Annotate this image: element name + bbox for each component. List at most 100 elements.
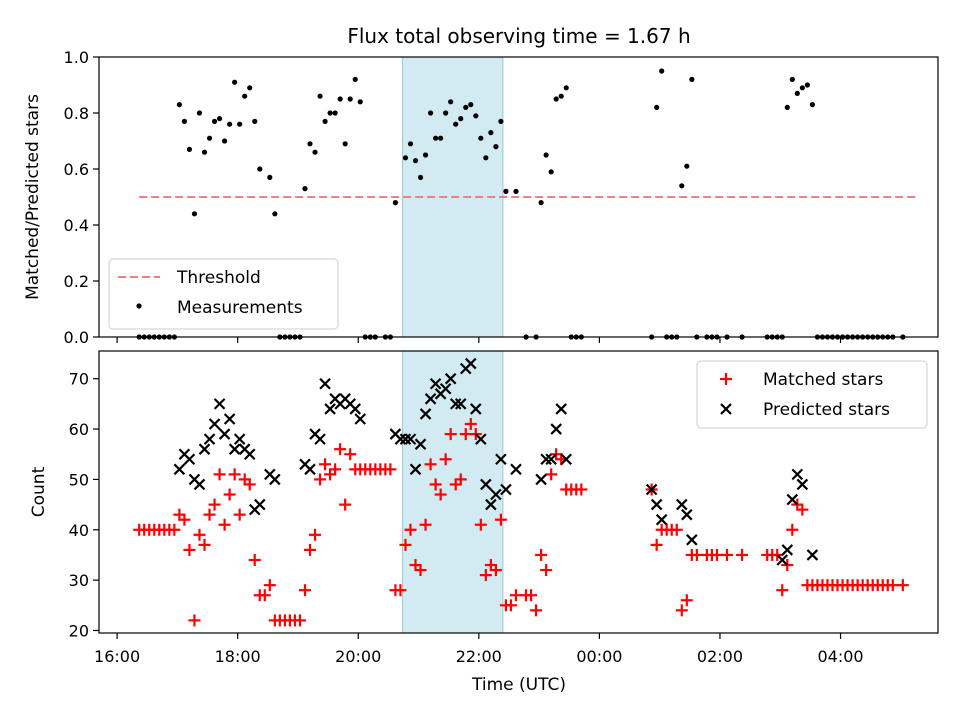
y-tick-label: 0.8 xyxy=(64,104,89,123)
measurement-point xyxy=(558,93,564,99)
matched-star-point xyxy=(690,548,703,561)
matched-star-point xyxy=(213,468,226,481)
legend-matched-swatch xyxy=(720,373,732,385)
predicted-star-point xyxy=(786,493,799,506)
matched-star-point xyxy=(429,478,442,491)
y-tick-label: 0.2 xyxy=(64,272,89,291)
bottom-legend: Matched stars Predicted stars xyxy=(696,360,928,429)
predicted-star-point xyxy=(806,549,819,561)
measurement-point xyxy=(242,93,248,99)
matched-star-point xyxy=(198,538,211,551)
predicted-star-point xyxy=(535,473,547,486)
predicted-star-point xyxy=(218,428,231,440)
x-tick-label: 04:00 xyxy=(817,647,863,666)
matched-star-point xyxy=(178,513,191,526)
measurement-point xyxy=(799,85,805,91)
measurement-point xyxy=(227,121,233,127)
measurement-point xyxy=(443,110,449,116)
top-y-ticks: 0.0 0.2 0.4 0.6 0.8 1.0 xyxy=(64,48,99,347)
matched-star-point xyxy=(223,488,236,501)
measurement-point xyxy=(468,102,474,108)
y-tick-label: 30 xyxy=(69,571,89,590)
measurement-point xyxy=(784,104,790,110)
predicted-star-point xyxy=(193,478,206,491)
measurement-point xyxy=(563,85,569,91)
bottom-x-ticks: 16:00 18:00 20:00 22:00 00:00 02:00 04:00 xyxy=(94,633,864,666)
predicted-star-point xyxy=(475,433,487,445)
matched-star-point xyxy=(479,569,492,582)
matched-star-point xyxy=(218,518,231,531)
predicted-star-point xyxy=(253,498,266,511)
bottom-axes-frame xyxy=(98,350,939,634)
matched-star-point xyxy=(459,428,472,441)
matched-star-point xyxy=(344,448,357,461)
measurement-point xyxy=(186,146,193,152)
legend-measurements-swatch xyxy=(136,303,142,309)
predicted-star-point xyxy=(269,473,281,486)
measurement-point xyxy=(493,144,499,150)
measurement-point xyxy=(237,121,243,127)
measurement-point xyxy=(453,121,459,127)
x-axis-label: Time (UTC) xyxy=(471,675,566,695)
measurement-point xyxy=(191,211,198,217)
predicted-star-point xyxy=(324,403,336,415)
measurement-point xyxy=(789,76,795,82)
matched-star-point xyxy=(680,594,693,607)
measurement-point xyxy=(302,186,308,192)
measurement-point xyxy=(221,138,228,144)
matched-star-point xyxy=(319,458,332,471)
measurement-point xyxy=(809,102,816,108)
matched-star-point xyxy=(454,473,467,486)
predicted-star-point xyxy=(776,554,789,566)
y-tick-label: 0.4 xyxy=(64,216,89,235)
y-tick-label: 0.0 xyxy=(64,328,89,347)
measurement-point xyxy=(247,85,253,91)
predicted-star-point xyxy=(540,453,552,466)
predicted-star-point xyxy=(470,403,482,415)
measurement-point xyxy=(216,116,223,122)
predicted-star-point xyxy=(304,463,316,476)
matched-star-point xyxy=(504,599,517,612)
measurement-point xyxy=(307,141,313,147)
measurement-point xyxy=(659,68,665,74)
predicted-star-point xyxy=(394,433,407,445)
matched-star-point xyxy=(334,443,347,456)
measurement-point xyxy=(412,158,419,164)
matched-star-point xyxy=(489,564,502,577)
y-tick-label: 1.0 xyxy=(64,48,89,67)
predicted-star-point xyxy=(183,453,196,466)
matched-star-point xyxy=(469,428,482,441)
matched-star-point xyxy=(710,548,723,561)
y-tick-label: 50 xyxy=(69,470,89,489)
predicted-star-point xyxy=(490,488,502,501)
measurement-point xyxy=(257,166,263,172)
measurement-point xyxy=(407,141,414,147)
y-tick-label: 40 xyxy=(69,521,89,540)
predicted-star-point xyxy=(223,413,236,425)
measurement-point xyxy=(357,99,363,105)
measurement-point xyxy=(422,152,429,158)
legend-threshold-label: Threshold xyxy=(176,268,261,288)
matched-star-point xyxy=(650,538,663,551)
measurement-point xyxy=(804,82,810,88)
matched-star-point xyxy=(414,564,427,577)
matched-star-point xyxy=(304,543,317,556)
measurement-point xyxy=(794,90,800,96)
matched-star-point xyxy=(771,548,784,561)
legend-measurements-label: Measurements xyxy=(177,298,303,318)
measurement-point xyxy=(417,174,424,180)
x-tick-label: 20:00 xyxy=(335,647,381,666)
measurement-point xyxy=(553,96,559,102)
matched-star-point xyxy=(444,428,457,441)
measurement-point xyxy=(196,110,203,116)
bottom-y-axis-label: Count xyxy=(29,466,49,517)
measurement-point xyxy=(679,183,685,189)
predicted-star-point xyxy=(243,448,256,461)
y-tick-label: 20 xyxy=(69,621,89,640)
predicted-star-point xyxy=(645,483,658,496)
x-tick-label: 00:00 xyxy=(576,647,622,666)
measurement-point xyxy=(272,211,278,217)
matched-star-point xyxy=(439,453,452,466)
x-tick-label: 02:00 xyxy=(697,647,743,666)
